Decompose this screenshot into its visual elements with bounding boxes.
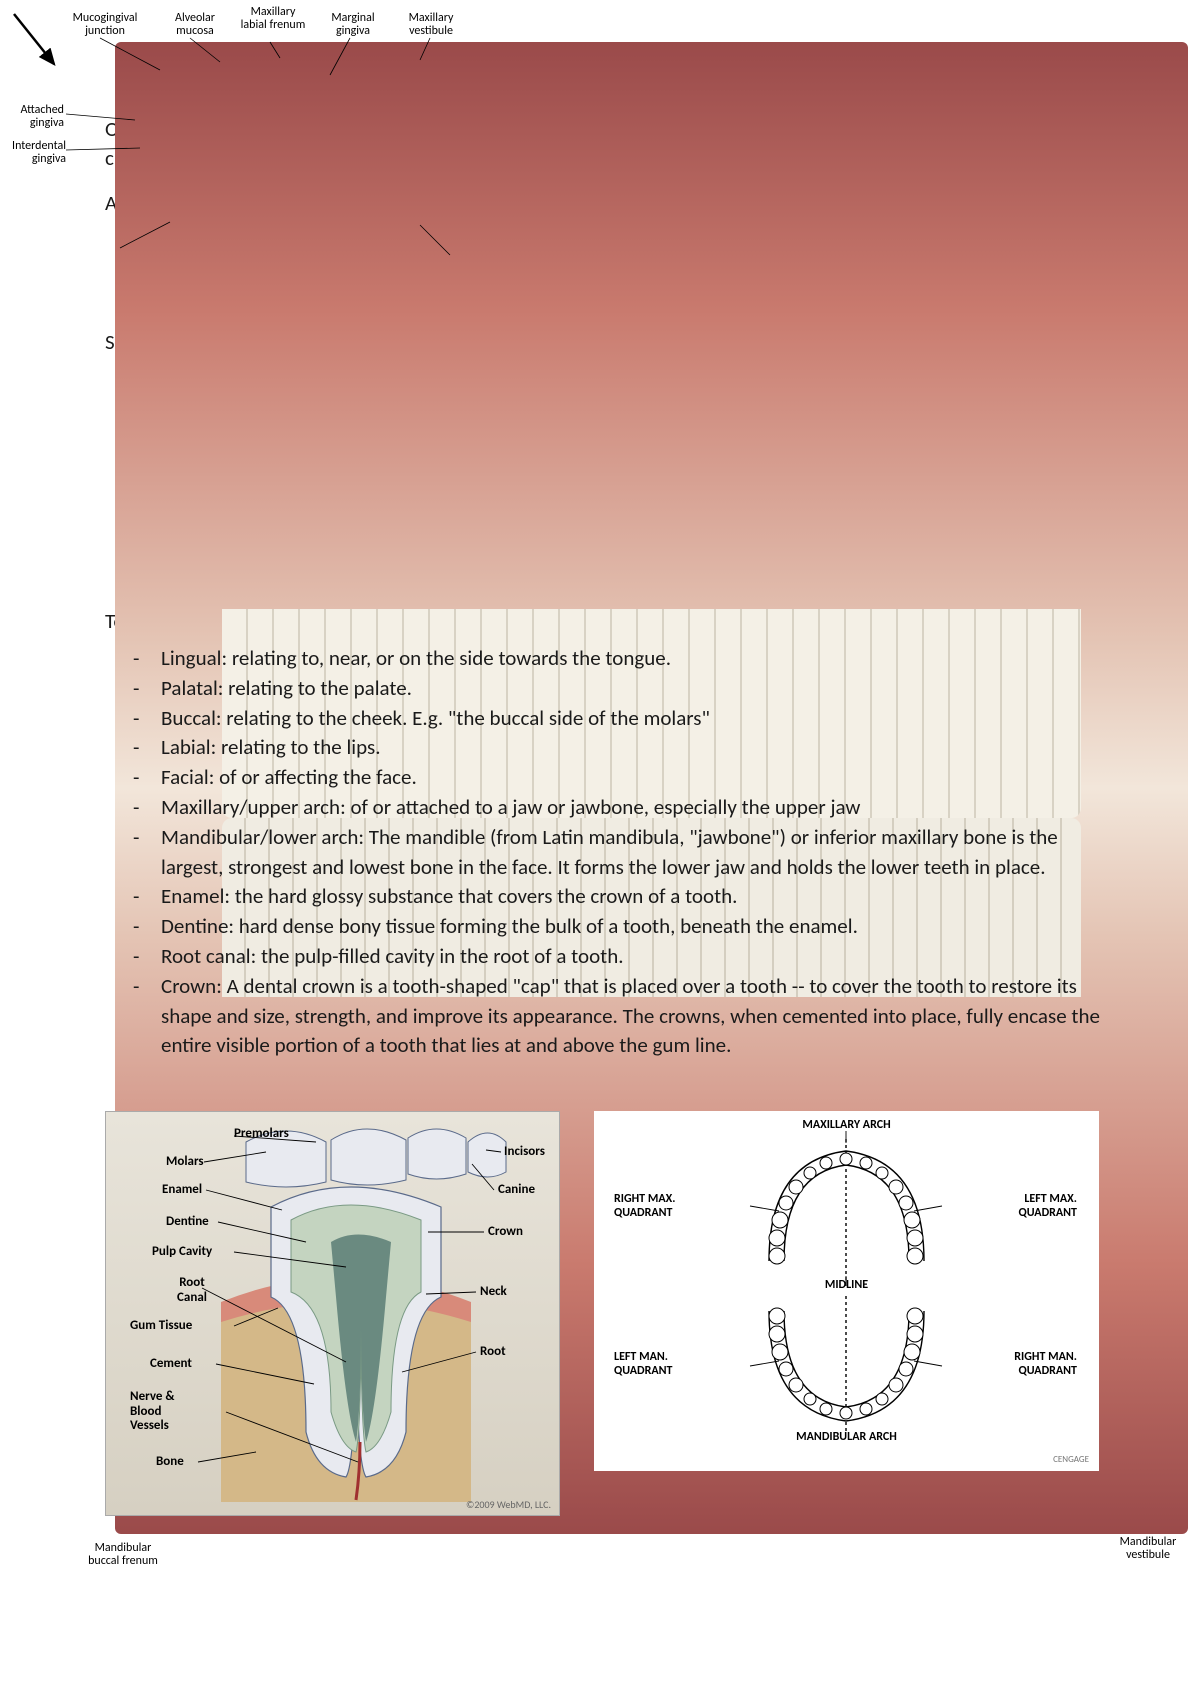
fig-label: RIGHT MAN. QUADRANT xyxy=(987,1351,1077,1379)
list-item: Crown: A dental crown is a tooth-shaped … xyxy=(161,972,1100,1061)
list-item: Enamel: the hard glossy substance that c… xyxy=(161,882,1100,912)
fig-label: Nerve & Blood Vessels xyxy=(130,1390,200,1433)
fig-label: Maxillary vestibule xyxy=(396,12,466,38)
fig-label: Marginal gingiva xyxy=(318,12,388,38)
fig-label: Interdental gingiva xyxy=(2,140,66,166)
list-item: Maxillary/upper arch: of or attached to … xyxy=(161,793,1100,823)
fig-label: Gum Tissue xyxy=(130,1318,192,1333)
list-item: Palatal: relating to the palate. xyxy=(161,674,1100,704)
fig-label: Incisors xyxy=(504,1144,545,1159)
terminology-list: Lingual: relating to, near, or on the si… xyxy=(105,644,1100,1061)
fig-credit: ©2009 WebMD, LLC. xyxy=(466,1498,551,1511)
fig-label: Premolars xyxy=(234,1126,289,1141)
fig-credit: CENGAGE xyxy=(1053,1454,1089,1465)
fig-label: Attached gingiva xyxy=(6,104,64,130)
fig-label: MANDIBULAR ARCH xyxy=(594,1431,1099,1445)
fig-label: Root xyxy=(480,1344,506,1359)
fig-label: Enamel xyxy=(162,1182,202,1197)
fig-label: Canine xyxy=(498,1182,535,1197)
fig-label: Neck xyxy=(480,1284,507,1299)
fig-label: Cement xyxy=(150,1356,192,1371)
oral-cavity-figure: Mucogingival junction Alveolar mucosa Ma… xyxy=(570,115,1100,403)
list-item: Buccal: relating to the cheek. E.g. "the… xyxy=(161,704,1100,734)
list-item: Facial: of or affecting the face. xyxy=(161,763,1100,793)
list-item: Dentine: hard dense bony tissue forming … xyxy=(161,912,1100,942)
fig-label: MIDLINE xyxy=(594,1279,1099,1293)
fig-label: Crown xyxy=(488,1224,523,1239)
list-item: Mandibular/lower arch: The mandible (fro… xyxy=(161,823,1100,883)
fig-label: Alveolar mucosa xyxy=(160,12,230,38)
fig-label: Molars xyxy=(166,1154,204,1169)
fig-label: Bone xyxy=(156,1454,184,1469)
fig-label: Maxillary labial frenum xyxy=(238,6,308,32)
dental-arch-figure: MAXILLARY ARCH RIGHT MAX. QUADRANT LEFT … xyxy=(594,1111,1099,1471)
fig-label: Pulp Cavity xyxy=(152,1244,212,1259)
list-item: Root canal: the pulp-filled cavity in th… xyxy=(161,942,1100,972)
fig-label: LEFT MAX. QUADRANT xyxy=(987,1193,1077,1221)
fig-label: Root Canal xyxy=(168,1276,216,1305)
fig-label: RIGHT MAX. QUADRANT xyxy=(614,1193,704,1221)
fig-label: Mandibular buccal frenum xyxy=(78,1542,168,1568)
fig-label: LEFT MAN. QUADRANT xyxy=(614,1351,704,1379)
fig-label: Dentine xyxy=(166,1214,209,1229)
fig-label: Mucogingival junction xyxy=(60,12,150,38)
fig-label: Mandibular vestibule xyxy=(1108,1536,1188,1562)
list-item: Labial: relating to the lips. xyxy=(161,733,1100,763)
fig-label: MAXILLARY ARCH xyxy=(594,1119,1099,1133)
list-item: Lingual: relating to, near, or on the si… xyxy=(161,644,1100,674)
tooth-anatomy-figure: Premolars Molars Enamel Dentine Pulp Cav… xyxy=(105,1111,560,1516)
